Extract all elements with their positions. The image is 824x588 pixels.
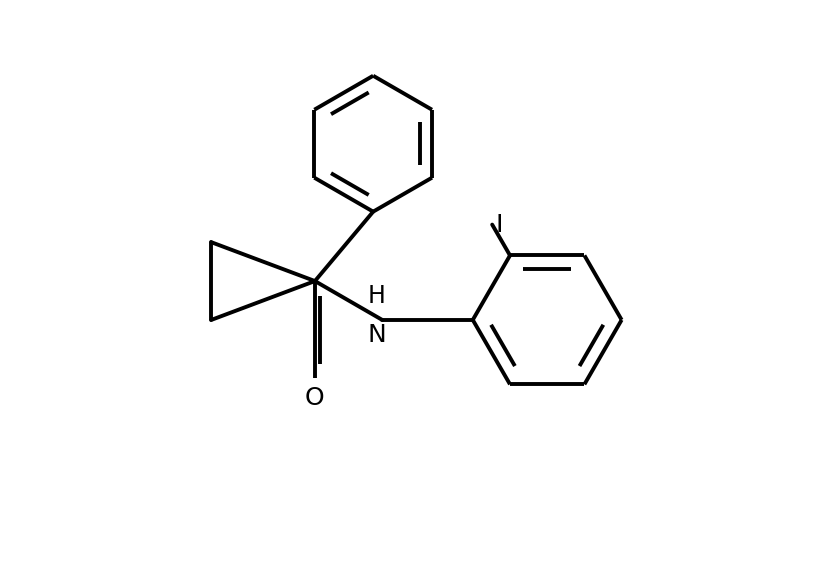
Text: I: I (495, 213, 503, 236)
Text: N: N (368, 323, 386, 347)
Text: O: O (305, 386, 325, 410)
Text: H: H (368, 284, 386, 308)
